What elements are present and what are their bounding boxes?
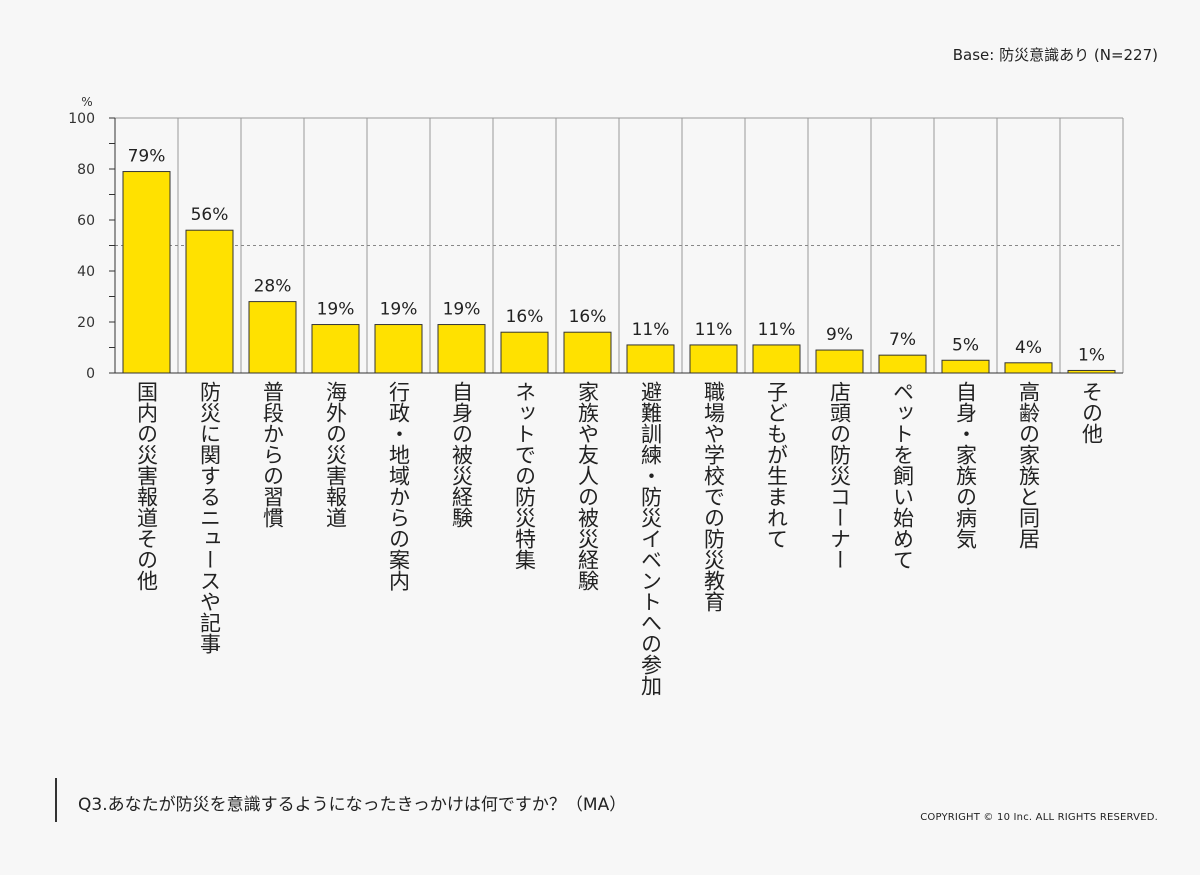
value-label: 28% (254, 277, 292, 297)
copyright: COPYRIGHT © 10 Inc. ALL RIGHTS RESERVED. (920, 812, 1158, 823)
bar (941, 359, 990, 374)
question-rule (55, 778, 57, 822)
bar (878, 354, 927, 374)
category-label: 避難訓練・防災イベントへの参加 (639, 381, 663, 696)
bar (1004, 362, 1053, 374)
bar (563, 331, 612, 374)
category-label: 防災に関するニュースや記事 (198, 381, 222, 654)
bar (122, 171, 171, 374)
y-tick-label: 0 (86, 366, 95, 382)
value-label: 11% (758, 320, 796, 340)
bar (248, 301, 297, 374)
value-label: 16% (506, 307, 544, 327)
bar (437, 324, 486, 374)
bar (815, 349, 864, 374)
y-unit-label: % (81, 95, 92, 109)
category-label: 行政・地域からの案内 (387, 381, 411, 591)
category-label: 店頭の防災コーナー (828, 381, 852, 570)
category-label: 国内の災害報道その他 (135, 381, 159, 591)
value-label: 7% (889, 330, 916, 350)
bar (185, 229, 234, 374)
bar (311, 324, 360, 374)
y-tick-label: 100 (68, 111, 95, 127)
value-label: 16% (569, 307, 607, 327)
base-note: Base: 防災意識あり (N=227) (952, 46, 1158, 64)
y-tick-label: 80 (77, 162, 95, 178)
value-label: 4% (1015, 338, 1042, 358)
value-label: 79% (128, 147, 166, 167)
bar (500, 331, 549, 374)
category-label: 家族や友人の被災経験 (576, 381, 600, 591)
bar (374, 324, 423, 374)
bar (626, 344, 675, 374)
value-label: 11% (695, 320, 733, 340)
category-label: その他 (1080, 381, 1104, 444)
question-text: Q3.あなたが防災を意識するようになったきっかけは何ですか？（MA） (78, 795, 627, 815)
value-label: 19% (380, 300, 418, 320)
category-label: ペットを飼い始めて (891, 381, 915, 570)
bar (1067, 369, 1116, 374)
category-label: 海外の災害報道 (324, 381, 348, 528)
category-label: 普段からの習慣 (261, 381, 285, 528)
y-tick-label: 20 (77, 315, 95, 331)
y-tick-label: 60 (77, 213, 95, 229)
category-label: 子どもが生まれて (765, 381, 789, 549)
y-tick-label: 40 (77, 264, 95, 280)
category-label: 自身・家族の病気 (954, 381, 978, 549)
category-label: 職場や学校での防災教育 (702, 381, 726, 612)
value-label: 19% (317, 300, 355, 320)
bar (752, 344, 801, 374)
value-label: 9% (826, 325, 853, 345)
value-label: 56% (191, 205, 229, 225)
category-label: ネットでの防災特集 (513, 381, 537, 570)
value-label: 19% (443, 300, 481, 320)
value-label: 1% (1078, 345, 1105, 365)
value-label: 5% (952, 335, 979, 355)
category-label: 高齢の家族と同居 (1017, 381, 1041, 549)
category-label: 自身の被災経験 (450, 381, 474, 528)
value-label: 11% (632, 320, 670, 340)
bar (689, 344, 738, 374)
